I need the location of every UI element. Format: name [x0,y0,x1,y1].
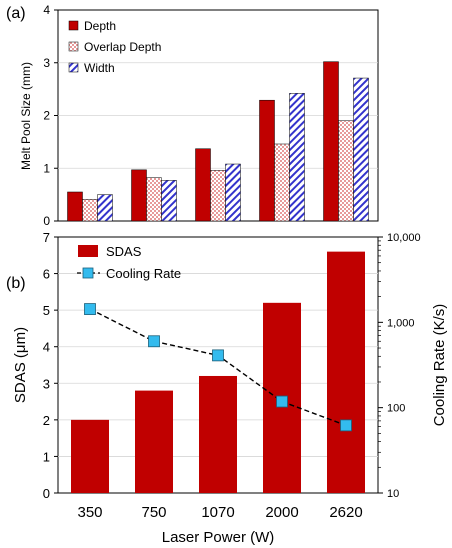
panel-b-x-axis-label: Laser Power (W) [162,529,275,546]
panel-a-bars [67,61,369,222]
panel-a: (a) 0 1 2 3 4 Melt Pool Size (mm) Depth Over… [6,3,379,228]
panel-a-y-ticks: 0 1 2 3 4 [43,3,58,228]
sdas-bar [135,390,173,493]
overlap-depth-bar [338,120,354,222]
x-tick-label: 2000 [265,504,298,521]
panel-b-y2-ticks: 10 100 1,000 10,000 [378,232,421,500]
x-tick-label: 1070 [201,504,234,521]
y-tick-label: 7 [43,230,50,245]
panel-a-legend: Depth Overlap Depth Width [68,19,161,75]
panel-a-label: (a) [6,5,26,22]
cooling-rate-point [84,303,96,315]
panel-a-y-axis-label: Melt Pool Size (mm) [19,62,33,170]
depth-bar [323,61,339,222]
legend-depth-label: Depth [84,19,116,33]
panel-b-y2-axis-label: Cooling Rate (K/s) [431,304,448,427]
cooling-rate-point [148,335,160,348]
panel-b-cooling-rate-line [84,303,352,432]
y2-tick-label: 10,000 [387,232,421,244]
overlap-depth-bar [274,143,290,222]
cooling-rate-point [340,419,352,432]
y-tick-label: 1 [43,449,50,464]
legend-width-label: Width [84,61,115,75]
legend-width-swatch [68,62,79,73]
legend-cooling-rate-label: Cooling Rate [106,266,181,281]
legend-depth-swatch [68,20,79,31]
y-tick-label: 0 [43,486,50,501]
width-bar [289,93,305,222]
panel-b-y-ticks: 0 1 2 3 4 5 6 7 [43,230,58,501]
y2-tick-label: 1,000 [387,317,415,329]
width-bar [161,180,177,222]
y-tick-label: 1 [43,161,50,175]
width-bar [353,77,369,222]
width-bar [225,163,241,222]
sdas-bar [327,251,365,493]
y-tick-label: 4 [43,3,50,17]
panel-b-y-axis-label: SDAS (μm) [12,327,29,403]
width-bar [97,194,113,222]
x-tick-label: 350 [77,504,102,521]
overlap-depth-bar [210,170,226,222]
depth-bar [259,99,275,222]
y-tick-label: 6 [43,267,50,282]
y-tick-label: 0 [43,214,50,228]
y-tick-label: 2 [43,109,50,123]
legend-overlap-depth-label: Overlap Depth [84,40,161,54]
legend-sdas-label: SDAS [106,244,142,259]
depth-bar [67,191,83,222]
legend-overlap-depth-swatch [68,41,79,52]
panel-b-legend: SDAS Cooling Rate [77,244,181,281]
panel-b: (b) 0 1 2 3 4 5 6 7 10 100 1,000 10,000 350 750 1070… [6,230,448,546]
overlap-depth-bar [146,177,162,222]
y-tick-label: 3 [43,376,50,391]
cooling-rate-point [212,349,224,362]
sdas-bar [199,375,237,493]
y2-tick-label: 100 [387,403,405,415]
sdas-bar [71,419,109,493]
y-tick-label: 2 [43,413,50,428]
y2-tick-label: 10 [387,488,399,500]
panel-b-label: (b) [6,275,26,292]
y-tick-label: 3 [43,56,50,70]
legend-sdas-swatch [78,245,98,257]
legend-cooling-rate-marker [82,267,94,279]
depth-bar [195,148,211,222]
x-tick-label: 2620 [329,504,362,521]
panel-b-x-ticks: 350 750 1070 2000 2620 [77,504,362,521]
y-tick-label: 5 [43,303,50,318]
overlap-depth-bar [82,199,98,222]
x-tick-label: 750 [141,504,166,521]
cooling-rate-point [276,395,288,408]
depth-bar [131,169,147,222]
y-tick-label: 4 [43,340,50,355]
